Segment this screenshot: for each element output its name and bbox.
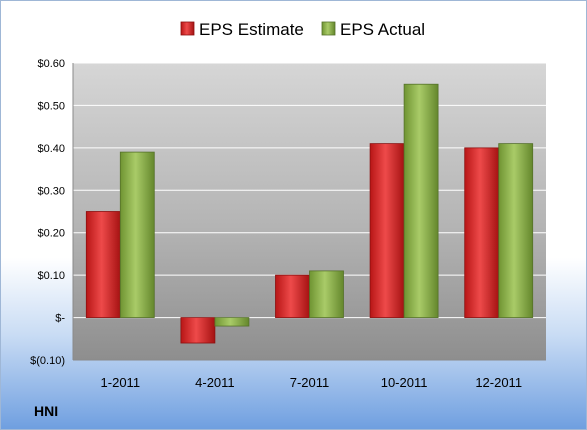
bar-eps-estimate bbox=[369, 143, 405, 318]
y-tick-label: $0.40 bbox=[37, 143, 65, 155]
axes: $0.60 $0.50 $0.40 $0.30 $0.20 $0.10 $- $(0.10) 1… bbox=[30, 58, 546, 390]
bar-eps-estimate bbox=[464, 147, 500, 318]
ticker-label: HNI bbox=[34, 403, 59, 419]
bar-eps-estimate bbox=[85, 211, 121, 318]
bar-eps-actual bbox=[214, 317, 250, 327]
bar-eps-actual bbox=[119, 151, 155, 318]
y-tick-label: $0.30 bbox=[37, 185, 65, 197]
legend: EPS Estimate EPS Actual bbox=[180, 20, 425, 39]
y-tick-label: $0.10 bbox=[37, 270, 65, 282]
y-tick-label: $0.50 bbox=[37, 100, 65, 112]
x-tick-label: 4-2011 bbox=[195, 375, 235, 390]
bar-eps-actual bbox=[403, 83, 439, 318]
bars bbox=[85, 83, 534, 344]
y-tick-label: $0.20 bbox=[37, 228, 65, 240]
bar-eps-actual bbox=[309, 270, 344, 318]
legend-swatch bbox=[180, 21, 195, 36]
legend-label: EPS Estimate bbox=[199, 20, 304, 39]
y-tick-label: $- bbox=[55, 313, 65, 325]
bar-eps-actual bbox=[498, 143, 534, 318]
x-tick-label: 7-2011 bbox=[290, 375, 330, 390]
y-tick-label: $(0.10) bbox=[30, 355, 65, 367]
x-tick-label: 1-2011 bbox=[101, 375, 141, 390]
x-tick-label: 10-2011 bbox=[381, 375, 428, 390]
legend-swatch bbox=[321, 21, 336, 36]
bar-eps-estimate bbox=[180, 317, 216, 344]
x-tick-label: 12-2011 bbox=[475, 375, 522, 390]
legend-label: EPS Actual bbox=[340, 20, 425, 39]
y-tick-label: $0.60 bbox=[37, 58, 65, 70]
bar-eps-estimate bbox=[275, 274, 310, 318]
